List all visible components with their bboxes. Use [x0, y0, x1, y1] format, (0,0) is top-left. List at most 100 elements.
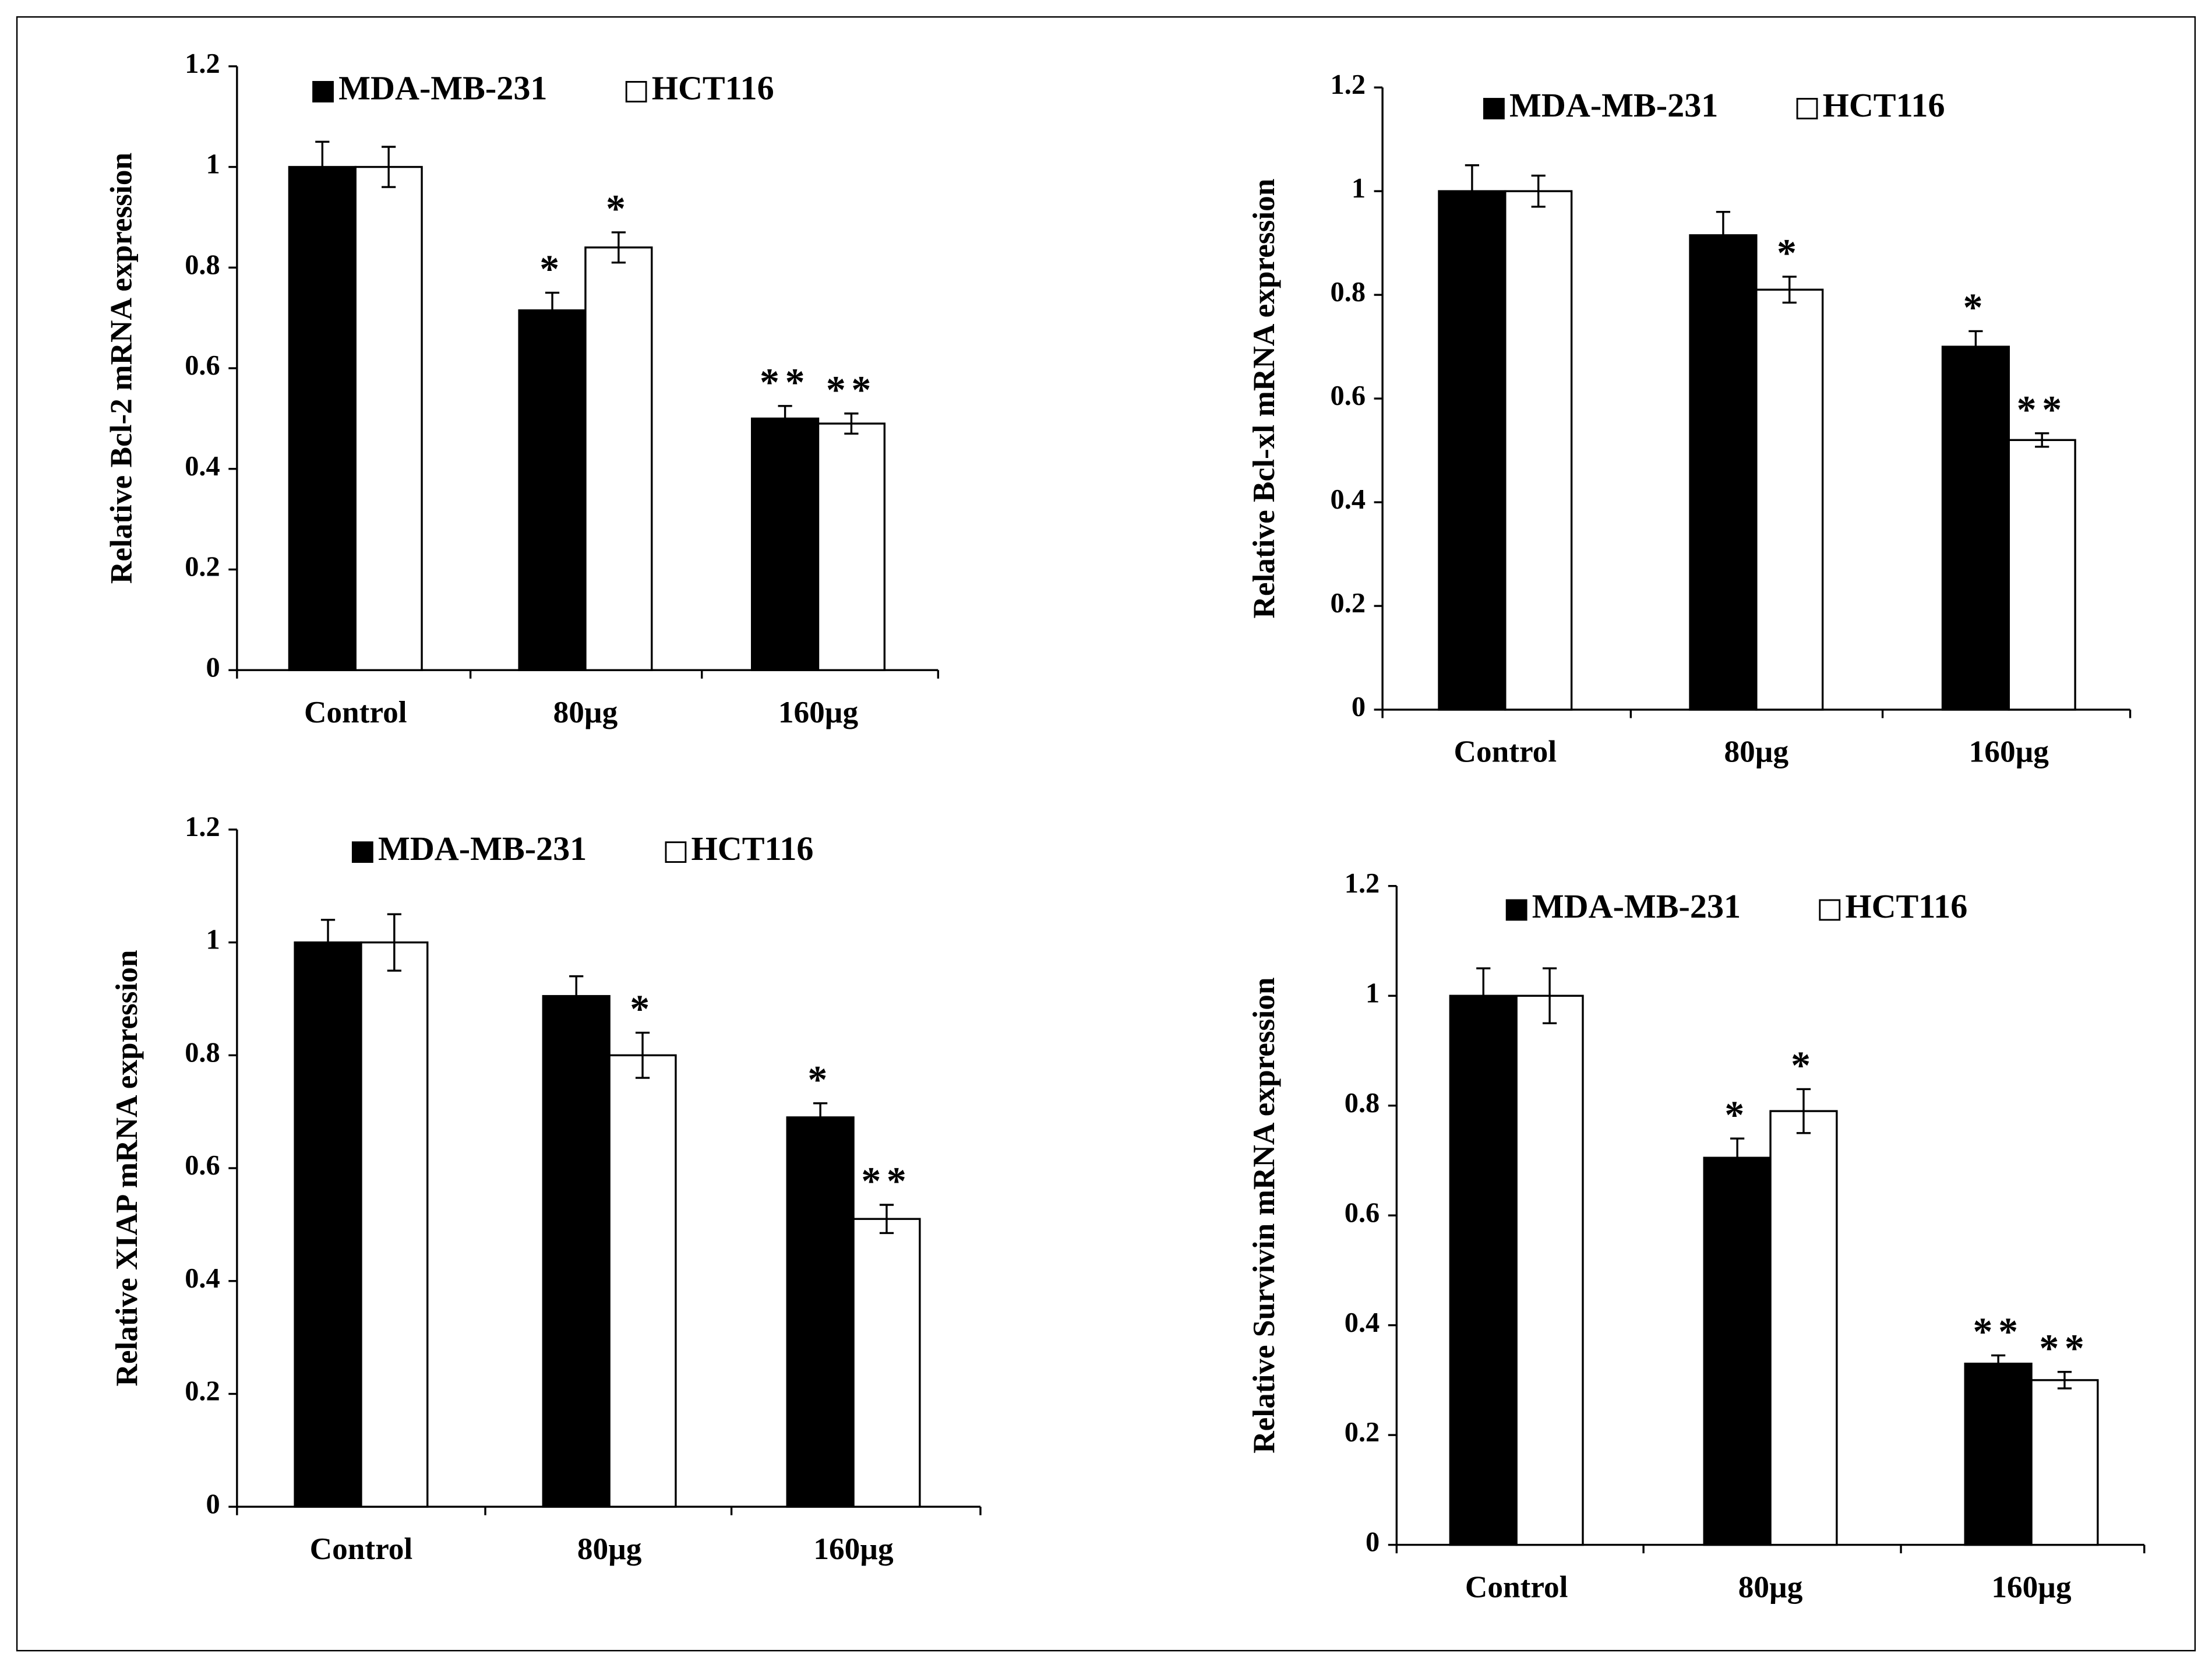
- x-tick-label: 80µg: [1724, 735, 1789, 769]
- significance-label: *: [1724, 1093, 1750, 1137]
- error-bar: [1465, 164, 1480, 218]
- bar: [1703, 1156, 1772, 1546]
- bar: [584, 246, 653, 671]
- bar: [786, 1116, 855, 1508]
- bar: [542, 995, 611, 1508]
- error-bar: [635, 1031, 650, 1079]
- error-bar: [387, 913, 401, 972]
- error-bar: [611, 231, 626, 264]
- legend-swatch: [1483, 98, 1505, 119]
- y-tick-label: 0.2: [1345, 1417, 1380, 1448]
- x-tick-label: Control: [1465, 1570, 1568, 1604]
- bar: [1964, 1362, 2033, 1546]
- y-tick-label: 0.4: [1331, 484, 1366, 515]
- significance-label: *: [606, 186, 632, 230]
- y-tick-label: 0.6: [1345, 1197, 1380, 1228]
- error-bar: [320, 919, 336, 967]
- error-bar: [813, 1102, 828, 1133]
- error-bar: [778, 405, 792, 432]
- y-tick-label: 0.6: [1331, 380, 1366, 411]
- bar: [360, 941, 429, 1508]
- significance-label: *: [1777, 231, 1802, 275]
- bar: [2008, 439, 2076, 711]
- y-tick-label: 1.2: [185, 812, 220, 842]
- x-tick-label: Control: [310, 1532, 413, 1566]
- y-tick-label: 0.6: [185, 350, 220, 381]
- legend-label: MDA-MB-231: [1532, 887, 1741, 925]
- y-tick-label: 0: [206, 1489, 220, 1519]
- bar: [852, 1218, 921, 1508]
- error-bar: [1531, 174, 1546, 208]
- x-tick-label: 160µg: [1969, 735, 2049, 769]
- x-tick-label: Control: [1454, 735, 1557, 769]
- y-tick-label: 1: [1352, 173, 1366, 204]
- y-tick-label: 0.2: [1331, 588, 1366, 619]
- legend-label: HCT116: [1823, 86, 1945, 124]
- legend-label: HCT116: [652, 69, 774, 107]
- legend-swatch: [625, 80, 647, 103]
- significance-label: *: [1963, 285, 1989, 329]
- y-tick-label: 0.2: [185, 552, 220, 583]
- bar: [294, 941, 362, 1508]
- bar: [1689, 234, 1758, 711]
- significance-label: *: [539, 247, 565, 291]
- significance-label: **: [861, 1159, 912, 1203]
- y-tick-label: 1.2: [1345, 868, 1380, 899]
- error-bar: [1991, 1354, 2006, 1373]
- significance-label: *: [630, 987, 655, 1031]
- bar: [1941, 345, 2010, 711]
- y-tick-label: 1.2: [185, 48, 220, 79]
- error-bar: [1782, 276, 1797, 304]
- x-tick-label: 80µg: [1738, 1570, 1803, 1604]
- legend-label: HCT116: [692, 830, 814, 867]
- significance-label: **: [2017, 387, 2068, 431]
- significance-label: *: [1791, 1043, 1816, 1087]
- bar: [1515, 995, 1584, 1546]
- y-tick-label: 0.8: [1345, 1088, 1380, 1119]
- bar: [817, 422, 886, 671]
- x-tick-label: 80µg: [553, 695, 618, 729]
- bar: [1769, 1110, 1838, 1546]
- bar: [1504, 190, 1573, 711]
- significance-label: **: [760, 360, 810, 404]
- bar: [608, 1054, 677, 1508]
- error-bar: [315, 140, 330, 193]
- x-tick-label: 160µg: [1991, 1570, 2072, 1604]
- y-tick-label: 1: [1366, 978, 1380, 1008]
- y-tick-label: 1.2: [1331, 69, 1366, 100]
- bar: [354, 165, 423, 671]
- error-bar: [1730, 1137, 1745, 1178]
- bar: [2030, 1379, 2099, 1546]
- x-tick-label: Control: [304, 695, 407, 729]
- error-bar: [1542, 967, 1557, 1025]
- y-tick-label: 1: [206, 925, 220, 955]
- error-bar: [1968, 330, 1983, 364]
- y-axis-label: Relative Survivin mRNA expression: [1247, 978, 1281, 1454]
- y-tick-label: 0.8: [185, 249, 220, 280]
- y-tick-label: 0.2: [185, 1376, 220, 1407]
- significance-label: **: [2039, 1326, 2090, 1370]
- error-bar: [1796, 1088, 1811, 1134]
- error-bar: [382, 146, 396, 188]
- error-bar: [2035, 432, 2049, 448]
- y-tick-label: 0: [1366, 1527, 1380, 1558]
- bar: [288, 165, 357, 671]
- y-tick-label: 0.4: [185, 451, 220, 482]
- x-tick-label: 160µg: [778, 695, 859, 729]
- y-tick-label: 0: [206, 652, 220, 683]
- bar: [1449, 995, 1518, 1546]
- significance-label: **: [1973, 1310, 2024, 1353]
- legend-label: MDA-MB-231: [1509, 86, 1718, 124]
- error-bar: [1716, 211, 1731, 260]
- y-tick-label: 0.8: [1331, 277, 1366, 308]
- legend-label: MDA-MB-231: [338, 69, 547, 107]
- legend-swatch: [312, 80, 334, 103]
- significance-label: **: [826, 368, 877, 411]
- legend-label: HCT116: [1845, 887, 1967, 925]
- y-tick-label: 0.8: [185, 1037, 220, 1068]
- legend-swatch: [1796, 98, 1818, 119]
- legend-label: MDA-MB-231: [378, 830, 587, 867]
- y-tick-label: 0.4: [1345, 1307, 1380, 1338]
- bar: [518, 309, 587, 671]
